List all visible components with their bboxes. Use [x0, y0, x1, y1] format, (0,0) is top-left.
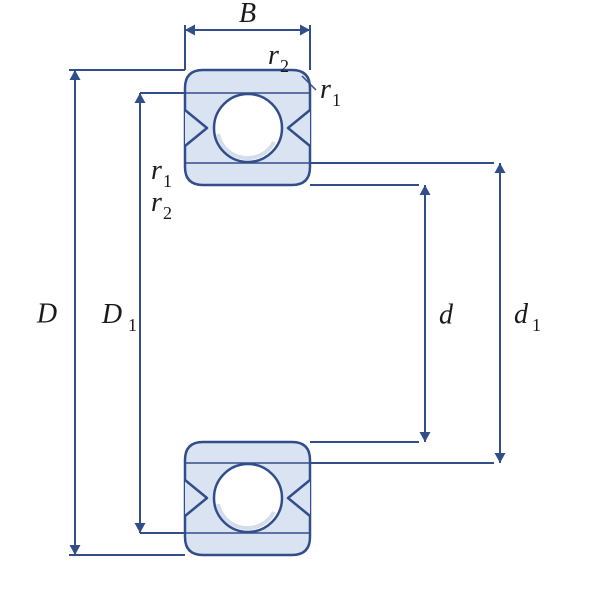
label-d1: d — [514, 299, 529, 330]
label-r1-inner: r — [151, 155, 162, 186]
label-r2-inner-sub: 2 — [163, 203, 172, 223]
label-r1-top: r — [320, 74, 331, 105]
label-r1-inner-sub: 1 — [163, 171, 172, 191]
bearing-diagram: BDD1dd1r2r1r1r2 — [0, 0, 600, 600]
label-D1-sub: 1 — [128, 315, 137, 335]
label-B: B — [239, 0, 256, 29]
label-d: d — [439, 300, 454, 331]
label-D: D — [36, 299, 57, 330]
label-r2-inner: r — [151, 187, 162, 218]
label-r2-top-sub: 2 — [280, 56, 289, 76]
label-d1-sub: 1 — [532, 315, 541, 335]
label-r1-top-sub: 1 — [332, 90, 341, 110]
label-D1: D — [101, 299, 122, 330]
label-r2-top: r — [268, 40, 279, 71]
